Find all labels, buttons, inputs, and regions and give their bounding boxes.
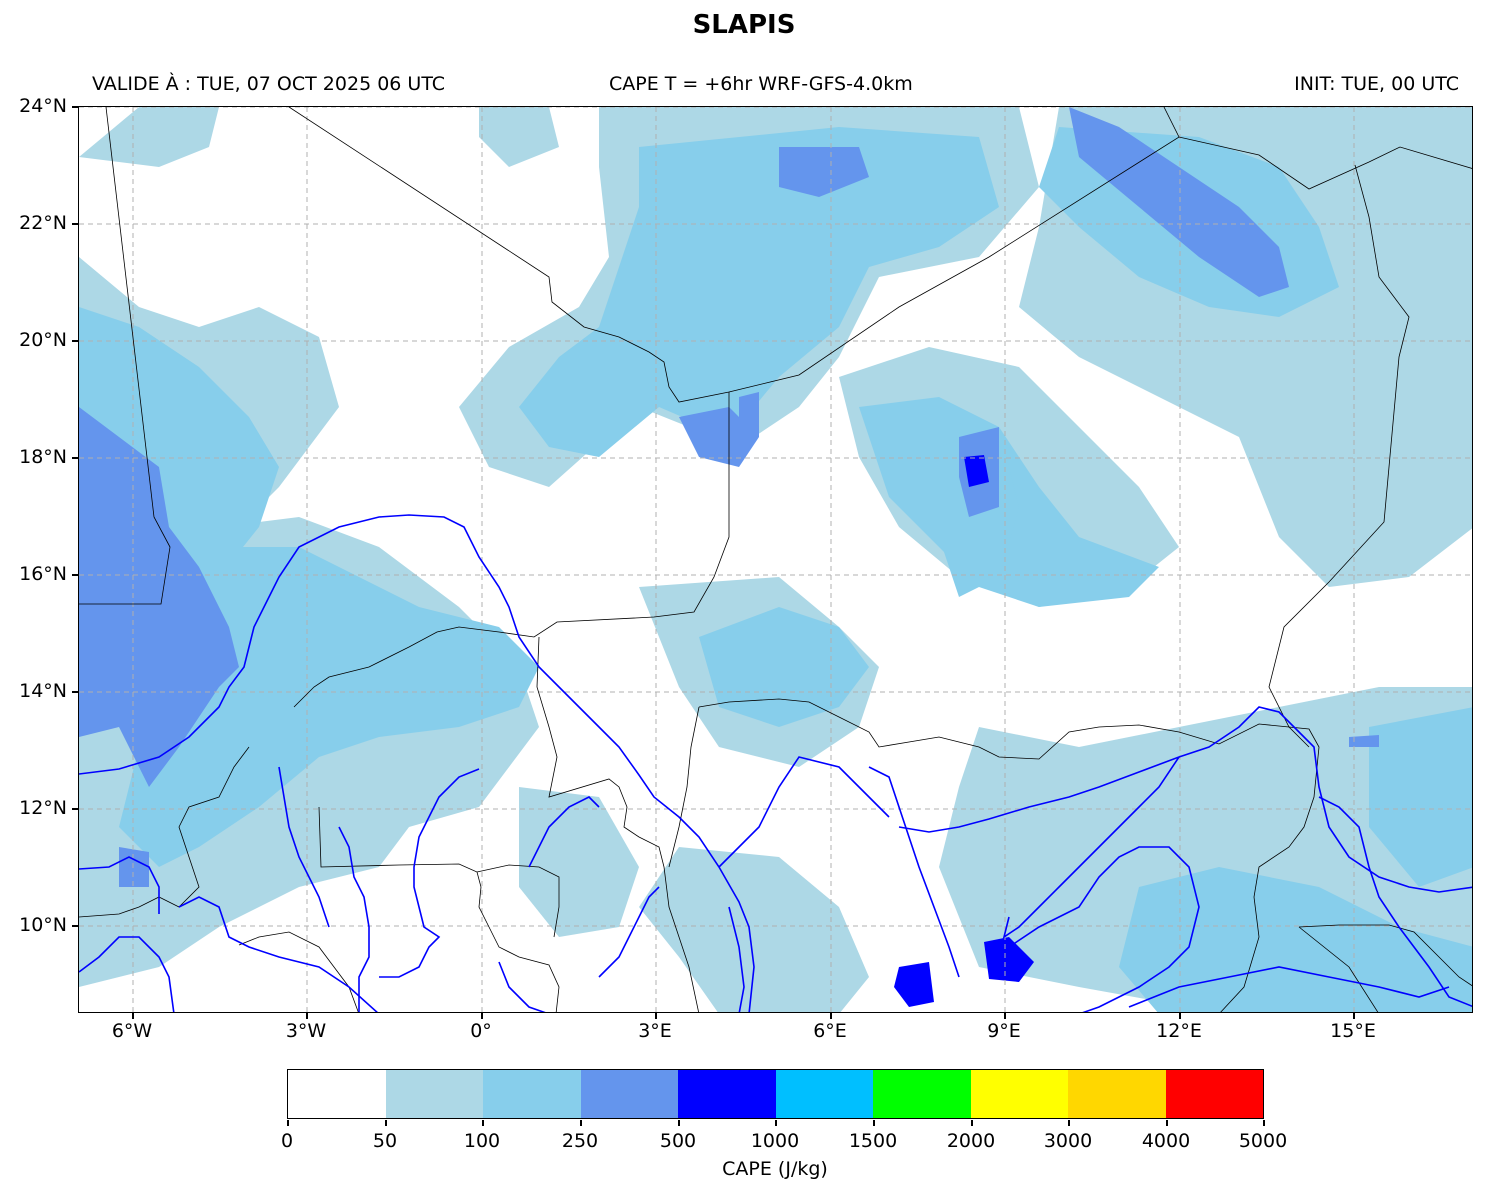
cape-region bbox=[739, 392, 759, 437]
cape-region bbox=[1369, 707, 1472, 887]
cape-region bbox=[984, 937, 1034, 982]
colorbar bbox=[287, 1069, 1264, 1119]
lon-label: 3°E bbox=[638, 1020, 672, 1042]
cape-region bbox=[479, 107, 559, 167]
x-tick bbox=[655, 1013, 657, 1019]
x-tick bbox=[830, 1013, 832, 1019]
y-tick bbox=[72, 223, 78, 225]
cape-region bbox=[639, 847, 869, 1012]
init-time-label: INIT: TUE, 00 UTC bbox=[1294, 73, 1459, 95]
lat-label: 12°N bbox=[19, 797, 67, 819]
lat-label: 24°N bbox=[19, 95, 67, 117]
colorbar-tick bbox=[482, 1120, 484, 1126]
product-label: CAPE T = +6hr WRF-GFS-4.0km bbox=[609, 73, 913, 95]
colorbar-tick bbox=[873, 1120, 875, 1126]
colorbar-label: CAPE (J/kg) bbox=[722, 1158, 828, 1180]
x-tick bbox=[481, 1013, 483, 1019]
cape-region bbox=[79, 107, 219, 167]
lat-label: 18°N bbox=[19, 446, 67, 468]
lon-label: 12°E bbox=[1156, 1020, 1202, 1042]
colorbar-tick-label: 500 bbox=[659, 1130, 697, 1152]
x-tick bbox=[1179, 1013, 1181, 1019]
colorbar-tick-label: 250 bbox=[561, 1130, 599, 1152]
x-tick bbox=[1004, 1013, 1006, 1019]
y-tick bbox=[72, 457, 78, 459]
colorbar-segment bbox=[678, 1070, 776, 1118]
rivers bbox=[79, 514, 1472, 1012]
colorbar-tick-label: 3000 bbox=[1043, 1130, 1093, 1152]
country-borders bbox=[79, 107, 1472, 1012]
colorbar-tick-label: 1500 bbox=[848, 1130, 898, 1152]
y-tick bbox=[72, 808, 78, 810]
x-tick bbox=[132, 1013, 134, 1019]
colorbar-tick-label: 0 bbox=[280, 1130, 294, 1152]
x-tick bbox=[306, 1013, 308, 1019]
cape-region bbox=[519, 787, 639, 937]
colorbar-segment bbox=[873, 1070, 971, 1118]
colorbar-tick bbox=[678, 1120, 680, 1126]
cape-region bbox=[964, 455, 989, 487]
colorbar-tick bbox=[1166, 1120, 1168, 1126]
y-tick bbox=[72, 691, 78, 693]
map-title: SLAPIS bbox=[692, 10, 796, 40]
colorbar-segment bbox=[1068, 1070, 1166, 1118]
lon-label: 3°W bbox=[285, 1020, 327, 1042]
cape-field bbox=[79, 107, 1472, 1012]
cape-region bbox=[699, 607, 869, 727]
y-tick bbox=[72, 574, 78, 576]
cape-region bbox=[779, 147, 869, 197]
colorbar-tick-label: 50 bbox=[372, 1130, 398, 1152]
colorbar-segment bbox=[483, 1070, 581, 1118]
lat-label: 14°N bbox=[19, 680, 67, 702]
colorbar-tick-label: 1000 bbox=[750, 1130, 800, 1152]
colorbar-segment bbox=[1165, 1070, 1263, 1118]
cape-map bbox=[78, 106, 1473, 1013]
lon-label: 6°E bbox=[813, 1020, 847, 1042]
colorbar-segment bbox=[580, 1070, 678, 1118]
colorbar-segment bbox=[385, 1070, 483, 1118]
cape-region bbox=[1069, 107, 1289, 297]
lon-label: 0° bbox=[470, 1020, 492, 1042]
colorbar-segment bbox=[288, 1070, 386, 1118]
cape-region bbox=[1349, 735, 1379, 747]
y-tick bbox=[72, 925, 78, 927]
colorbar-tick-label: 4000 bbox=[1141, 1130, 1191, 1152]
cape-region bbox=[119, 847, 149, 887]
colorbar-segment bbox=[775, 1070, 873, 1118]
cape-region bbox=[1119, 867, 1472, 1012]
colorbar-tick bbox=[287, 1120, 289, 1126]
lat-label: 22°N bbox=[19, 212, 67, 234]
colorbar-tick bbox=[1263, 1120, 1265, 1126]
colorbar-segment bbox=[970, 1070, 1068, 1118]
lon-label: 9°E bbox=[987, 1020, 1021, 1042]
lat-label: 16°N bbox=[19, 563, 67, 585]
y-tick bbox=[72, 340, 78, 342]
lon-label: 15°E bbox=[1330, 1020, 1376, 1042]
colorbar-tick-label: 2000 bbox=[946, 1130, 996, 1152]
y-tick bbox=[72, 106, 78, 108]
colorbar-tick bbox=[385, 1120, 387, 1126]
x-tick bbox=[1353, 1013, 1355, 1019]
colorbar-tick bbox=[775, 1120, 777, 1126]
colorbar-tick bbox=[1068, 1120, 1070, 1126]
colorbar-tick-label: 5000 bbox=[1238, 1130, 1288, 1152]
colorbar-tick bbox=[580, 1120, 582, 1126]
cape-region bbox=[894, 962, 934, 1007]
valid-time-label: VALIDE À : TUE, 07 OCT 2025 06 UTC bbox=[92, 73, 446, 95]
cape-region bbox=[519, 127, 999, 457]
gridlines bbox=[79, 107, 1472, 1012]
lat-label: 20°N bbox=[19, 329, 67, 351]
lat-label: 10°N bbox=[19, 914, 67, 936]
colorbar-tick-label: 100 bbox=[463, 1130, 501, 1152]
colorbar-tick bbox=[971, 1120, 973, 1126]
lon-label: 6°W bbox=[111, 1020, 153, 1042]
